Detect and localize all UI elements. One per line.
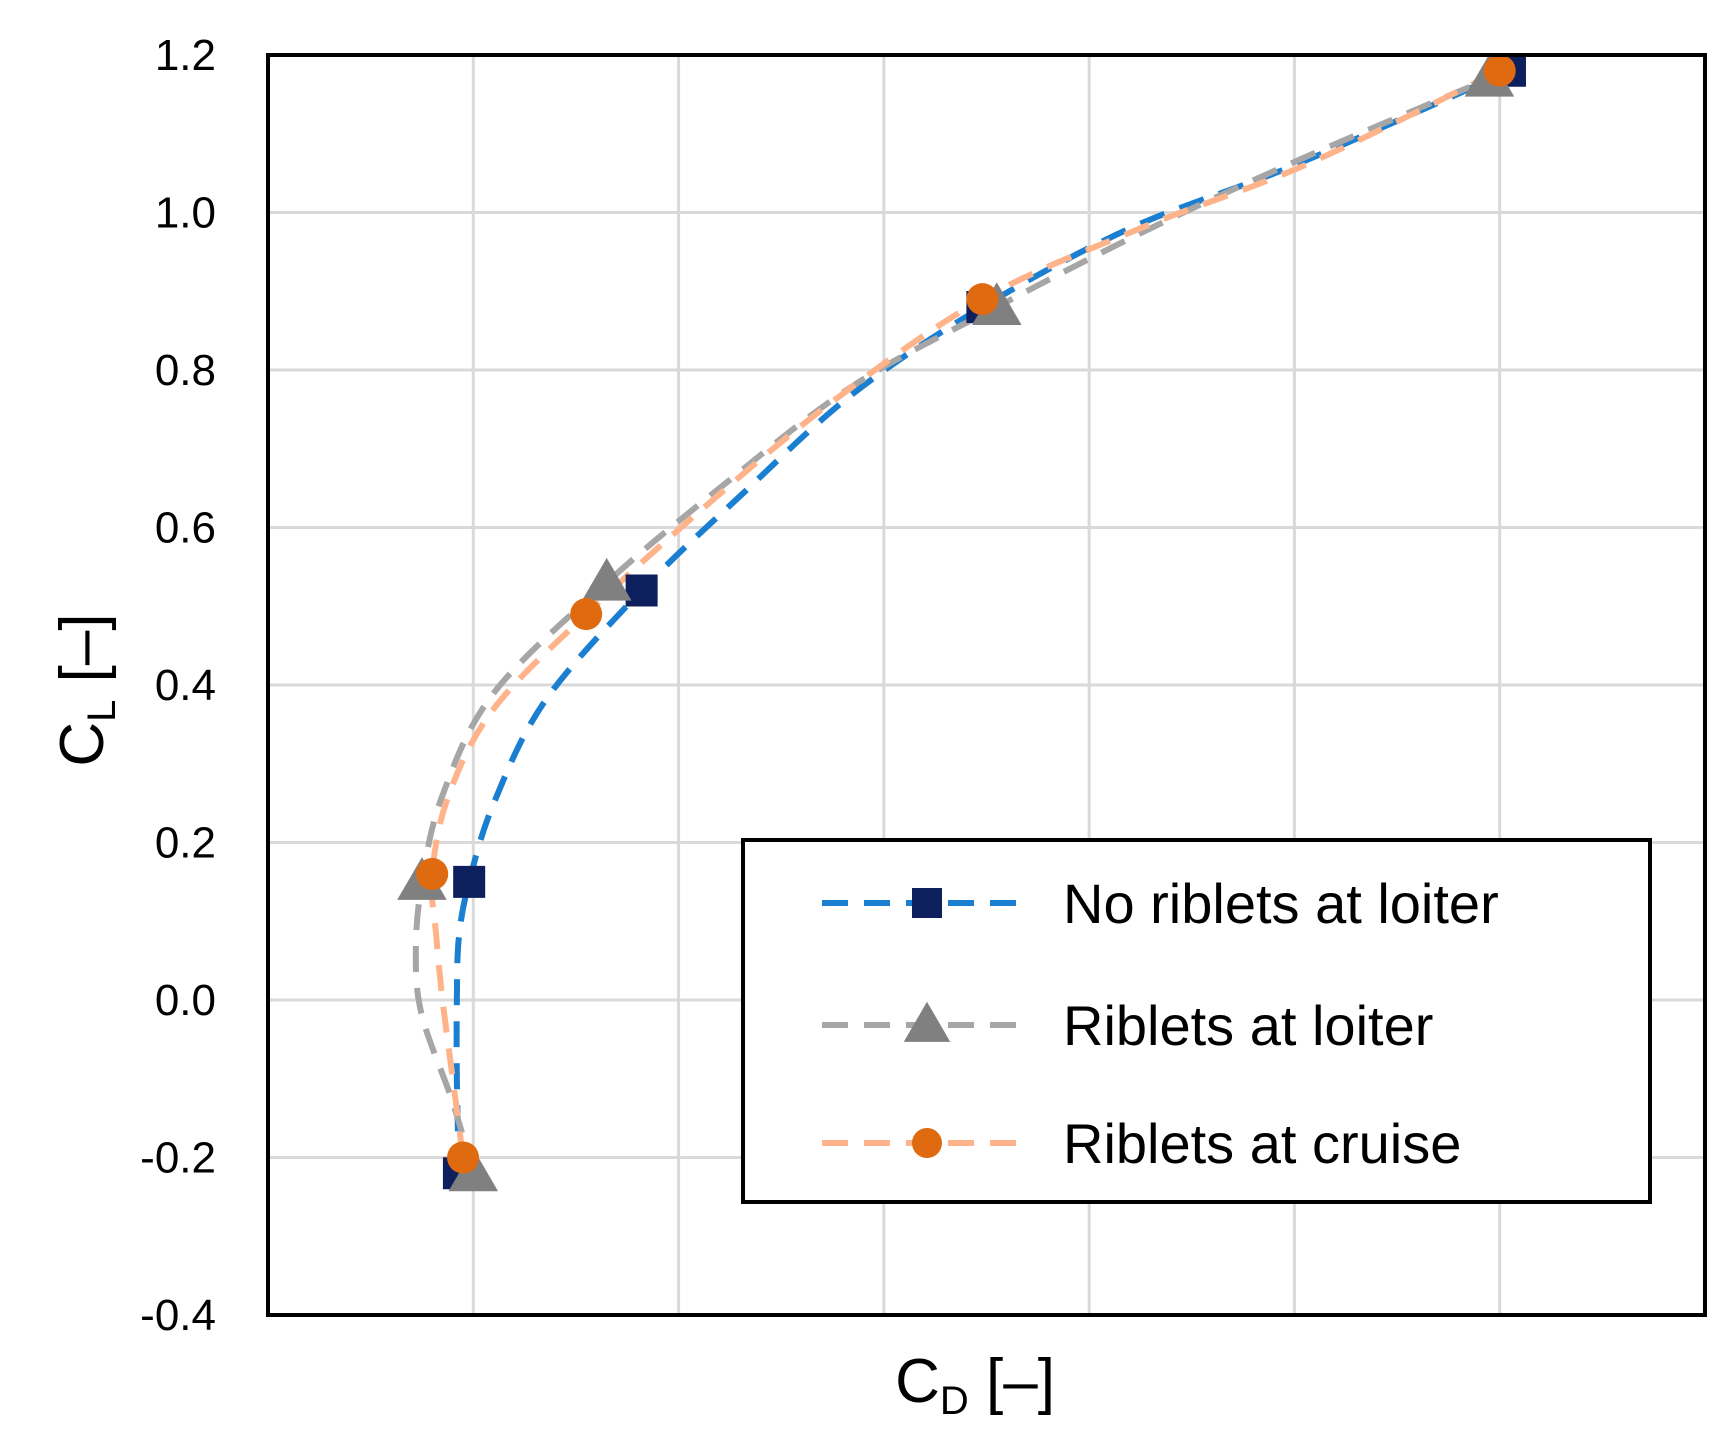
legend-label: Riblets at cruise bbox=[1063, 1112, 1461, 1175]
marker-circle bbox=[416, 858, 449, 890]
y-axis-title-spacer bbox=[48, 682, 117, 699]
marker-circle bbox=[1483, 54, 1516, 87]
series-riblets-at-loiter bbox=[412, 75, 1491, 1175]
x-axis-title-main: C bbox=[895, 1347, 940, 1416]
x-axis-title-unit: [–] bbox=[986, 1347, 1055, 1416]
series-riblets-at-cruise bbox=[428, 68, 1502, 1158]
marker-triangle bbox=[581, 557, 632, 601]
legend: No riblets at loiter Riblets at loiter Rib… bbox=[741, 838, 1652, 1204]
marker-square bbox=[453, 865, 486, 898]
y-tick-label: 0.6 bbox=[155, 504, 216, 553]
legend-item: Riblets at cruise bbox=[822, 1112, 1461, 1175]
y-tick-label: 0.0 bbox=[155, 976, 216, 1025]
series-layer bbox=[397, 53, 1526, 1192]
legend-box bbox=[741, 838, 1652, 1204]
y-tick-label: -0.4 bbox=[140, 1291, 216, 1340]
marker-triangle bbox=[903, 1001, 951, 1042]
y-tick-label: 1.2 bbox=[155, 31, 216, 80]
y-tick-label: 0.2 bbox=[155, 819, 216, 868]
y-tick-label: 0.8 bbox=[155, 346, 216, 395]
marker-triangle bbox=[448, 1148, 499, 1192]
x-axis-title-spacer bbox=[969, 1347, 986, 1416]
y-axis-title-sub: L bbox=[80, 700, 124, 722]
y-tick-labels: 1.2 1.0 0.8 0.6 0.4 0.2 0.0 -0.2 -0.4 bbox=[140, 31, 216, 1340]
plot-frame bbox=[266, 53, 1707, 1317]
series-markers-2 bbox=[416, 54, 1516, 1174]
series-line bbox=[428, 68, 1502, 1158]
series-no-riblets-at-loiter bbox=[453, 68, 1512, 1174]
legend-item: Riblets at loiter bbox=[822, 994, 1433, 1057]
marker-circle bbox=[570, 598, 603, 631]
marker-square bbox=[625, 574, 658, 607]
y-tick-label: -0.2 bbox=[140, 1134, 216, 1183]
y-axis-title-unit: [–] bbox=[48, 613, 117, 682]
legend-label: Riblets at loiter bbox=[1063, 994, 1433, 1057]
legend-items: No riblets at loiter Riblets at loiter Rib… bbox=[822, 872, 1499, 1175]
x-axis-title: CD [–] bbox=[895, 1347, 1055, 1423]
marker-square bbox=[912, 888, 942, 918]
y-tick-label: 1.0 bbox=[155, 189, 216, 238]
marker-circle bbox=[966, 283, 999, 316]
y-axis-title: CL [–] bbox=[48, 613, 124, 766]
series-line bbox=[453, 68, 1512, 1174]
legend-label: No riblets at loiter bbox=[1063, 872, 1499, 935]
x-axis-title-sub: D bbox=[940, 1379, 969, 1423]
marker-circle bbox=[912, 1128, 942, 1158]
y-axis-title-main: C bbox=[48, 722, 117, 767]
marker-circle bbox=[447, 1141, 480, 1174]
legend-item: No riblets at loiter bbox=[822, 872, 1499, 935]
y-tick-label: 0.4 bbox=[155, 661, 216, 710]
series-line bbox=[412, 75, 1491, 1175]
